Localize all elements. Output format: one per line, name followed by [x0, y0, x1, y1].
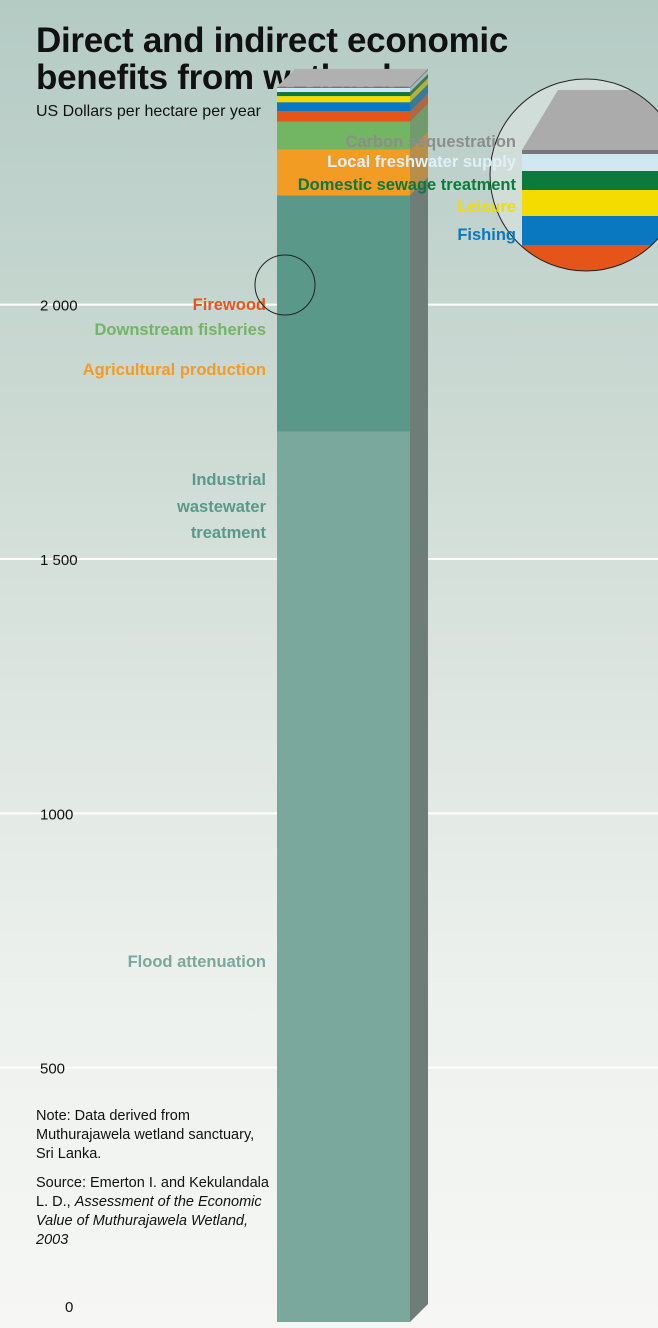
source-authors: Source: Emerton I. and Kekulandala L. D.… — [36, 1175, 269, 1210]
data-note: Note: Data derived from Muthurajawela we… — [36, 1108, 255, 1162]
bar-segment-downstream-fisheries — [277, 121, 410, 150]
zoom-source-circle — [254, 254, 316, 316]
zoom-band-firewood — [522, 245, 658, 271]
bar-segment-industrial-wastewater-treatment — [277, 195, 410, 432]
label-industrial-wastewater-treatment-line-2: wastewater — [176, 498, 267, 516]
label-downstream-fisheries: Downstream fisheries — [95, 321, 266, 339]
y-tick-label-500: 500 — [40, 1061, 65, 1078]
bar-segment-carbon-sequestration — [277, 86, 410, 88]
zoom-bar-top — [522, 90, 658, 150]
chart-subtitle: US Dollars per hectare per year — [36, 103, 261, 120]
label-flood-attenuation: Flood attenuation — [128, 953, 266, 971]
bar-side-domestic-sewage-treatment — [410, 74, 428, 97]
y-tick-label-2000: 2 000 — [40, 298, 78, 315]
zoom-label-fishing: Fishing — [457, 226, 516, 244]
y-tick-label-1000: 1000 — [40, 806, 73, 823]
zoom-label-leisure: Leisure — [457, 198, 516, 216]
zoom-band-carbon-sequestration — [522, 150, 658, 154]
zoom-inset-circle — [489, 78, 658, 272]
zoom-label-local-freshwater-supply: Local freshwater supply — [327, 153, 517, 171]
bar-segment-local-freshwater-supply — [277, 87, 410, 93]
label-industrial-wastewater-treatment-line-1: Industrial — [192, 471, 266, 489]
bar-segment-flood-attenuation — [277, 431, 410, 1322]
bar-segment-fishing — [277, 102, 410, 112]
source-title: Assessment of the Economic Value of Muth… — [36, 1194, 262, 1248]
bar-side-leisure — [410, 78, 428, 103]
bar-segment-firewood — [277, 111, 410, 122]
bar-side-downstream-fisheries — [410, 103, 428, 150]
zoom-band-domestic-sewage-treatment — [522, 171, 658, 190]
bar-side-fishing — [410, 84, 428, 112]
bar-segment-agricultural-production — [277, 149, 410, 196]
zoom-band-local-freshwater-supply — [522, 154, 658, 171]
zoom-label-domestic-sewage-treatment: Domestic sewage treatment — [298, 176, 517, 194]
label-firewood: Firewood — [193, 296, 266, 314]
y-tick-label-0: 0 — [65, 1299, 73, 1316]
bar-segment-leisure — [277, 96, 410, 103]
bar-side-face — [410, 68, 428, 1323]
zoom-band-leisure — [522, 190, 658, 216]
bar-side-firewood — [410, 93, 428, 122]
bar-side-carbon-sequestration — [410, 68, 428, 88]
bar-segment-domestic-sewage-treatment — [277, 92, 410, 97]
label-agricultural-production: Agricultural production — [83, 361, 266, 379]
bar-side-local-freshwater-supply — [410, 69, 428, 93]
source-note: Source: Emerton I. and Kekulandala L. D.… — [36, 1174, 271, 1250]
bar-side-agricultural-production — [410, 131, 428, 196]
zoom-band-fishing — [522, 216, 658, 245]
label-industrial-wastewater-treatment-line-3: treatment — [191, 524, 267, 542]
y-tick-label-1500: 1 500 — [40, 552, 78, 569]
zoom-label-carbon-sequestration: Carbon sequestration — [345, 133, 516, 151]
bar-top-face — [277, 68, 428, 87]
